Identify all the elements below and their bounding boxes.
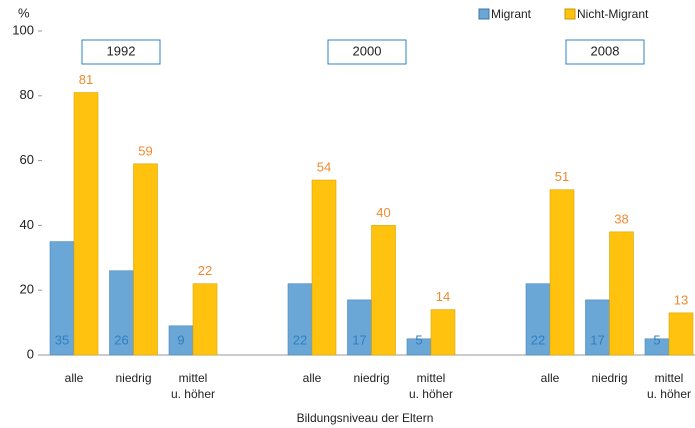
group-box <box>81 39 161 65</box>
value-label: 51 <box>555 169 569 184</box>
value-label: 22 <box>293 332 307 347</box>
bar <box>133 163 158 356</box>
legend-label: Nicht-Migrant <box>577 7 649 21</box>
group-label: 2008 <box>591 43 620 58</box>
group-label: 2000 <box>353 43 382 58</box>
value-label: 5 <box>653 332 660 347</box>
x-tick-label: niedrig <box>115 371 152 385</box>
value-label: 40 <box>376 205 390 220</box>
value-label: 38 <box>614 211 628 226</box>
bar <box>549 189 575 356</box>
bar <box>609 231 634 356</box>
value-label: 17 <box>590 332 604 347</box>
y-tick-label: 20 <box>20 282 34 297</box>
bar <box>585 299 610 356</box>
value-label: 59 <box>138 143 152 158</box>
value-label: 17 <box>352 332 366 347</box>
y-tick-label: 60 <box>20 152 34 167</box>
value-label: 54 <box>317 159 331 174</box>
x-tick-label: mittel u. höher <box>170 371 216 401</box>
y-tick-label: 80 <box>20 87 34 102</box>
x-tick-label: alle <box>64 371 84 385</box>
value-label: 13 <box>674 292 688 307</box>
group-box <box>565 39 645 65</box>
x-axis-label: Bildungsniveau der Eltern <box>297 411 434 425</box>
x-tick-label: alle <box>302 371 322 385</box>
value-label: 26 <box>114 332 128 347</box>
value-label: 81 <box>79 72 93 87</box>
x-tick-label: niedrig <box>353 371 390 385</box>
x-tick-label: mittel u. höher <box>646 371 692 401</box>
value-label: 35 <box>55 332 69 347</box>
y-tick-label: 40 <box>20 217 34 232</box>
value-label: 22 <box>198 263 212 278</box>
bar <box>430 309 456 356</box>
y-tick-label: 100 <box>12 22 34 37</box>
legend-swatch <box>564 8 576 20</box>
value-label: 9 <box>177 332 184 347</box>
bar <box>168 325 194 356</box>
x-tick-label: niedrig <box>591 371 628 385</box>
bar <box>525 283 551 356</box>
value-label: 14 <box>436 289 450 304</box>
bar <box>109 270 134 356</box>
bar <box>49 241 75 356</box>
bar <box>371 225 396 356</box>
x-tick-label: alle <box>540 371 560 385</box>
value-label: 22 <box>531 332 545 347</box>
y-tick-label: 0 <box>27 346 34 361</box>
group-box <box>327 39 407 65</box>
bar <box>73 92 99 356</box>
bar <box>192 283 218 356</box>
legend-swatch <box>478 8 490 20</box>
group-label: 1992 <box>107 43 136 58</box>
value-label: 5 <box>415 332 422 347</box>
x-tick-label: mittel u. höher <box>408 371 454 401</box>
y-axis-label: % <box>18 5 30 20</box>
bar <box>311 179 337 356</box>
legend-label: Migrant <box>491 7 532 21</box>
bar <box>668 312 694 356</box>
